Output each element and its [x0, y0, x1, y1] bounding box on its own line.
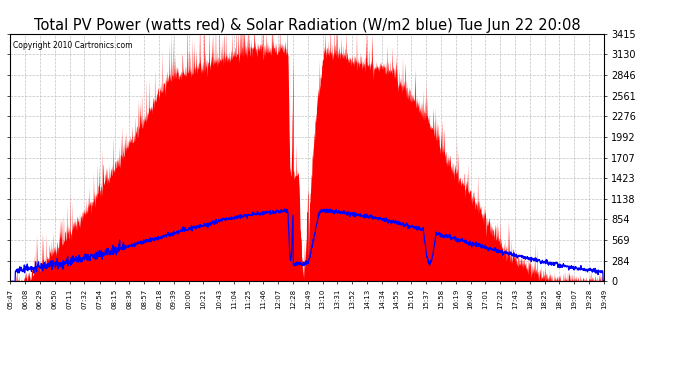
Text: Copyright 2010 Cartronics.com: Copyright 2010 Cartronics.com [13, 41, 132, 50]
Title: Total PV Power (watts red) & Solar Radiation (W/m2 blue) Tue Jun 22 20:08: Total PV Power (watts red) & Solar Radia… [34, 18, 580, 33]
